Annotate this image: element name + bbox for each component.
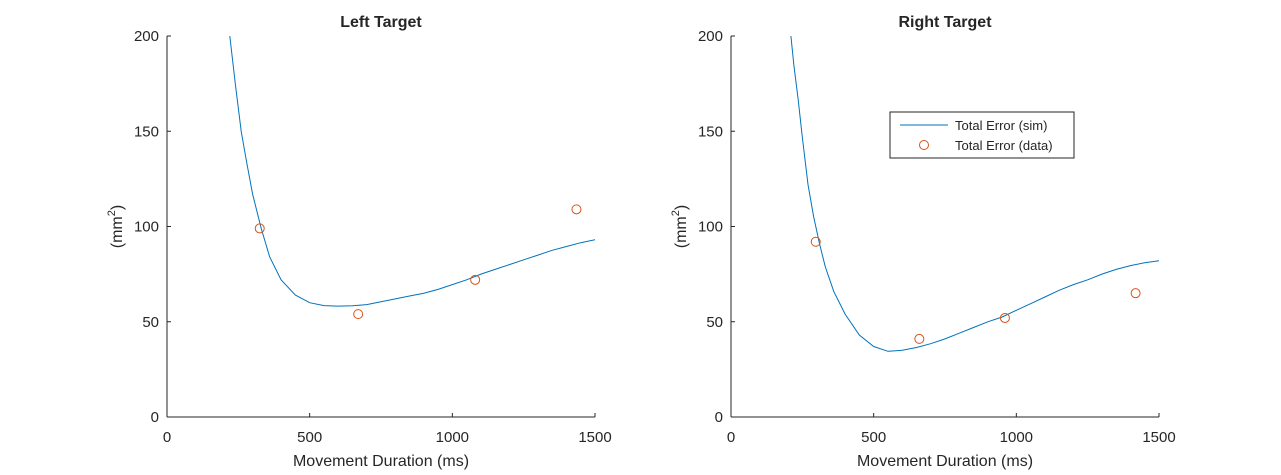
plot-area <box>790 36 1159 352</box>
y-axis-label-main: (mm <box>109 216 126 248</box>
y-axis-label-main: (mm <box>673 216 690 248</box>
legend-marker-swatch <box>919 140 929 150</box>
x-tick-label: 0 <box>163 429 171 446</box>
data-error-point <box>571 204 582 215</box>
y-tick-label: 0 <box>151 409 159 426</box>
data-error-point <box>470 274 481 285</box>
y-tick-label: 100 <box>698 219 723 236</box>
y-axis-label: (mm2) <box>670 205 690 248</box>
x-tick-label: 500 <box>861 429 886 446</box>
chart-title: Right Target <box>898 14 992 31</box>
y-axis-label: (mm2) <box>106 205 126 248</box>
data-error-point <box>810 236 821 247</box>
x-axis-label: Movement Duration (ms) <box>293 453 469 470</box>
y-tick-label: 100 <box>134 219 159 236</box>
y-tick-label: 150 <box>698 123 723 140</box>
x-tick-label: 1000 <box>1000 429 1033 446</box>
data-error-point <box>1130 288 1141 299</box>
x-tick-label: 500 <box>297 429 322 446</box>
sim-error-line <box>229 36 595 307</box>
data-error-point <box>254 223 265 234</box>
y-tick-label: 150 <box>134 123 159 140</box>
plot-area <box>229 36 595 320</box>
data-error-point <box>999 312 1010 323</box>
y-axis-label-superscript: 2 <box>106 210 118 216</box>
chart-panel-left: 0 500 1000 1500 0 50 100 150 200 Left Target Movem… <box>106 14 612 470</box>
y-axis-label-superscript: 2 <box>670 210 682 216</box>
x-tick-label: 1500 <box>578 429 611 446</box>
legend-box <box>889 111 1075 159</box>
y-tick-label: 200 <box>698 28 723 45</box>
y-tick-label: 0 <box>715 409 723 426</box>
y-tick-label: 50 <box>706 314 723 331</box>
sim-error-line <box>790 36 1159 352</box>
y-axis-label-close: ) <box>109 205 126 210</box>
y-axis-label-close: ) <box>673 205 690 210</box>
data-error-point <box>353 309 364 320</box>
x-tick-label: 0 <box>727 429 735 446</box>
chart-panel-right: 0 500 1000 1500 0 50 100 150 200 Right Target Move… <box>670 14 1176 470</box>
legend-entry-label: Total Error (data) <box>955 138 1053 153</box>
chart-title: Left Target <box>340 14 422 31</box>
x-axis-label: Movement Duration (ms) <box>857 453 1033 470</box>
legend: Total Error (sim) Total Error (data) <box>889 111 1075 159</box>
y-tick-label: 50 <box>142 314 159 331</box>
data-error-point <box>914 333 925 344</box>
legend-entry-label: Total Error (sim) <box>955 118 1047 133</box>
y-tick-label: 200 <box>134 28 159 45</box>
x-tick-label: 1500 <box>1142 429 1175 446</box>
x-tick-label: 1000 <box>436 429 469 446</box>
